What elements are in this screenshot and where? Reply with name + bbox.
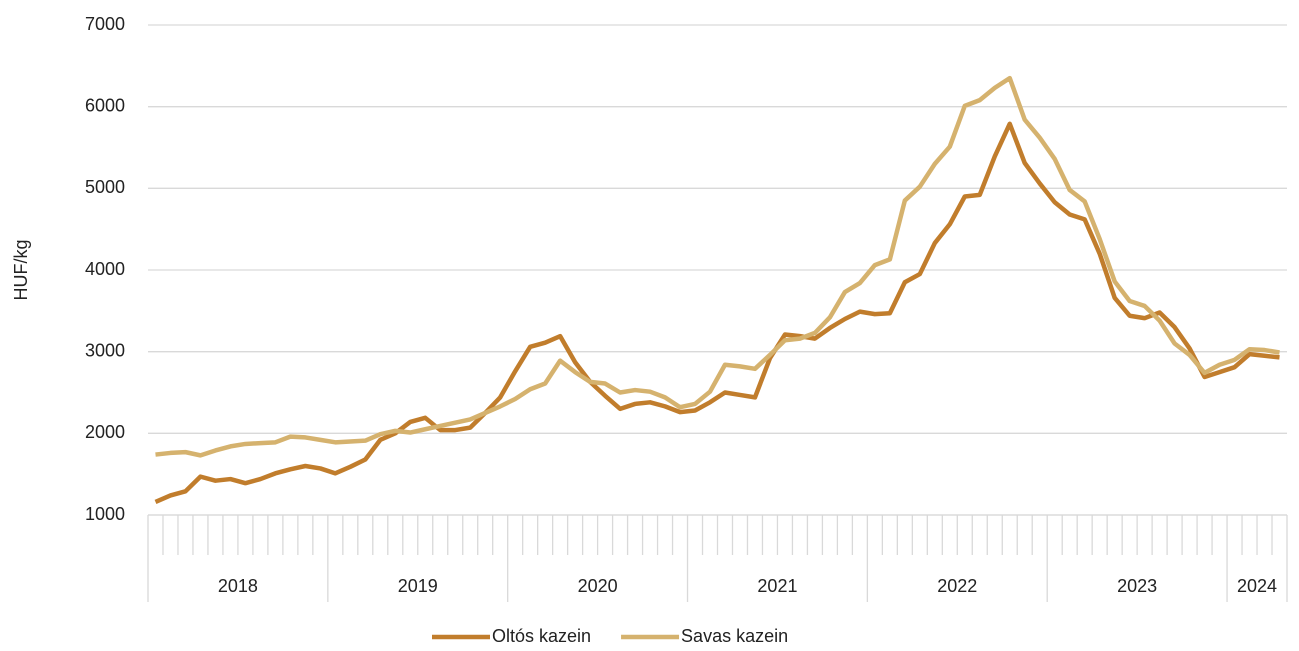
y-tick-label: 5000: [85, 177, 125, 197]
x-group-label: 2022: [937, 576, 977, 596]
y-tick-label: 6000: [85, 95, 125, 115]
y-tick-label: 1000: [85, 504, 125, 524]
x-group-label: 2018: [218, 576, 258, 596]
y-tick-label: 3000: [85, 340, 125, 360]
legend-label: Savas kazein: [681, 626, 788, 646]
legend: Oltós kazein Savas kazein: [432, 626, 788, 646]
series-line: [154, 121, 1280, 504]
x-group-label: 2024: [1237, 576, 1277, 596]
y-tick-label: 2000: [85, 422, 125, 442]
y-axis-label: HUF/kg: [11, 239, 31, 300]
x-group-label: 2023: [1117, 576, 1157, 596]
x-group-label: 2021: [757, 576, 797, 596]
legend-label: Oltós kazein: [492, 626, 591, 646]
x-group-label: 2020: [578, 576, 618, 596]
x-group-label: 2019: [398, 576, 438, 596]
y-tick-label: 4000: [85, 259, 125, 279]
y-tick-label: 7000: [85, 14, 125, 34]
series-line: [155, 75, 1280, 458]
